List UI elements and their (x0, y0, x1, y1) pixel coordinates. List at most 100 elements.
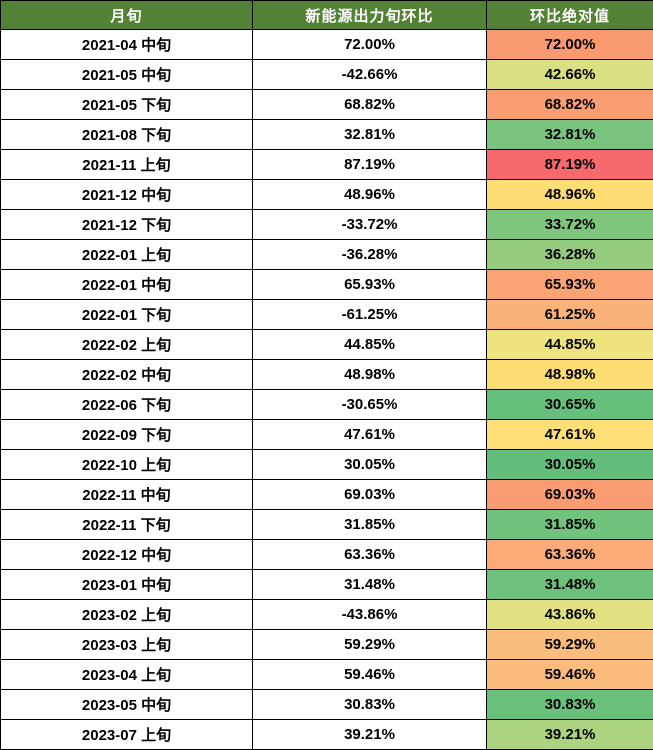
table-row: 2022-11 下旬 31.85% 31.85% (0, 509, 653, 540)
col-header-change: 新能源出力旬环比 (252, 0, 487, 30)
abs-value-cell: 33.72% (486, 209, 653, 240)
change-cell: 72.00% (252, 29, 487, 60)
change-cell: -42.66% (252, 59, 487, 90)
abs-value-cell: 63.36% (486, 539, 653, 570)
abs-value-cell: 48.98% (486, 359, 653, 390)
table-body: 2021-04 中旬 72.00% 72.00% 2021-05 中旬 -42.… (0, 29, 653, 750)
period-cell: 2021-11 上旬 (0, 149, 253, 180)
header-row: 月旬 新能源出力旬环比 环比绝对值 (0, 0, 653, 30)
abs-value-cell: 32.81% (486, 119, 653, 150)
abs-value-cell: 68.82% (486, 89, 653, 120)
table-row: 2023-03 上旬 59.29% 59.29% (0, 629, 653, 660)
period-cell: 2022-01 上旬 (0, 239, 253, 270)
period-cell: 2022-11 中旬 (0, 479, 253, 510)
abs-value-cell: 59.29% (486, 629, 653, 660)
change-cell: 59.29% (252, 629, 487, 660)
table-row: 2022-01 上旬 -36.28% 36.28% (0, 239, 653, 270)
period-cell: 2022-10 上旬 (0, 449, 253, 480)
abs-value-cell: 31.48% (486, 569, 653, 600)
period-cell: 2021-12 下旬 (0, 209, 253, 240)
period-cell: 2022-09 下旬 (0, 419, 253, 450)
period-cell: 2023-04 上旬 (0, 659, 253, 690)
abs-value-cell: 59.46% (486, 659, 653, 690)
table-row: 2023-02 上旬 -43.86% 43.86% (0, 599, 653, 630)
period-cell: 2021-08 下旬 (0, 119, 253, 150)
period-cell: 2022-01 下旬 (0, 299, 253, 330)
change-cell: 48.96% (252, 179, 487, 210)
period-cell: 2022-12 中旬 (0, 539, 253, 570)
abs-value-cell: 87.19% (486, 149, 653, 180)
change-cell: 47.61% (252, 419, 487, 450)
change-cell: 30.05% (252, 449, 487, 480)
change-cell: 87.19% (252, 149, 487, 180)
abs-value-cell: 44.85% (486, 329, 653, 360)
period-cell: 2022-11 下旬 (0, 509, 253, 540)
period-cell: 2022-02 上旬 (0, 329, 253, 360)
col-header-period: 月旬 (0, 0, 253, 30)
table-row: 2022-11 中旬 69.03% 69.03% (0, 479, 653, 510)
period-cell: 2021-05 中旬 (0, 59, 253, 90)
abs-value-cell: 65.93% (486, 269, 653, 300)
table-row: 2023-05 中旬 30.83% 30.83% (0, 689, 653, 720)
change-cell: -36.28% (252, 239, 487, 270)
change-cell: 59.46% (252, 659, 487, 690)
table-row: 2022-02 中旬 48.98% 48.98% (0, 359, 653, 390)
abs-value-cell: 30.05% (486, 449, 653, 480)
table-row: 2021-12 中旬 48.96% 48.96% (0, 179, 653, 210)
abs-value-cell: 48.96% (486, 179, 653, 210)
change-cell: 63.36% (252, 539, 487, 570)
change-cell: 31.85% (252, 509, 487, 540)
period-cell: 2023-02 上旬 (0, 599, 253, 630)
change-cell: 48.98% (252, 359, 487, 390)
change-cell: 44.85% (252, 329, 487, 360)
table-row: 2022-01 下旬 -61.25% 61.25% (0, 299, 653, 330)
table-row: 2023-07 上旬 39.21% 39.21% (0, 719, 653, 750)
change-cell: 39.21% (252, 719, 487, 750)
period-cell: 2021-04 中旬 (0, 29, 253, 60)
change-cell: 69.03% (252, 479, 487, 510)
period-cell: 2022-06 下旬 (0, 389, 253, 420)
table-row: 2022-06 下旬 -30.65% 30.65% (0, 389, 653, 420)
period-cell: 2023-05 中旬 (0, 689, 253, 720)
abs-value-cell: 72.00% (486, 29, 653, 60)
table-row: 2023-04 上旬 59.46% 59.46% (0, 659, 653, 690)
table-row: 2021-04 中旬 72.00% 72.00% (0, 29, 653, 60)
period-cell: 2023-03 上旬 (0, 629, 253, 660)
change-cell: 30.83% (252, 689, 487, 720)
period-cell: 2021-05 下旬 (0, 89, 253, 120)
table-row: 2022-01 中旬 65.93% 65.93% (0, 269, 653, 300)
period-cell: 2023-07 上旬 (0, 719, 253, 750)
table-row: 2022-09 下旬 47.61% 47.61% (0, 419, 653, 450)
table-row: 2023-01 中旬 31.48% 31.48% (0, 569, 653, 600)
table-row: 2022-10 上旬 30.05% 30.05% (0, 449, 653, 480)
abs-value-cell: 69.03% (486, 479, 653, 510)
abs-value-cell: 43.86% (486, 599, 653, 630)
table-row: 2021-08 下旬 32.81% 32.81% (0, 119, 653, 150)
abs-value-cell: 42.66% (486, 59, 653, 90)
change-cell: 68.82% (252, 89, 487, 120)
abs-value-cell: 31.85% (486, 509, 653, 540)
change-cell: 31.48% (252, 569, 487, 600)
period-cell: 2022-02 中旬 (0, 359, 253, 390)
table-row: 2021-05 中旬 -42.66% 42.66% (0, 59, 653, 90)
table-row: 2021-12 下旬 -33.72% 33.72% (0, 209, 653, 240)
change-cell: -43.86% (252, 599, 487, 630)
table-row: 2021-11 上旬 87.19% 87.19% (0, 149, 653, 180)
abs-value-cell: 39.21% (486, 719, 653, 750)
table-row: 2022-12 中旬 63.36% 63.36% (0, 539, 653, 570)
table-row: 2021-05 下旬 68.82% 68.82% (0, 89, 653, 120)
change-cell: -30.65% (252, 389, 487, 420)
abs-value-cell: 30.65% (486, 389, 653, 420)
period-cell: 2021-12 中旬 (0, 179, 253, 210)
abs-value-cell: 30.83% (486, 689, 653, 720)
col-header-abs-value: 环比绝对值 (486, 0, 653, 30)
change-cell: -33.72% (252, 209, 487, 240)
change-cell: -61.25% (252, 299, 487, 330)
abs-value-cell: 47.61% (486, 419, 653, 450)
abs-value-cell: 36.28% (486, 239, 653, 270)
table-row: 2022-02 上旬 44.85% 44.85% (0, 329, 653, 360)
change-cell: 32.81% (252, 119, 487, 150)
period-cell: 2022-01 中旬 (0, 269, 253, 300)
